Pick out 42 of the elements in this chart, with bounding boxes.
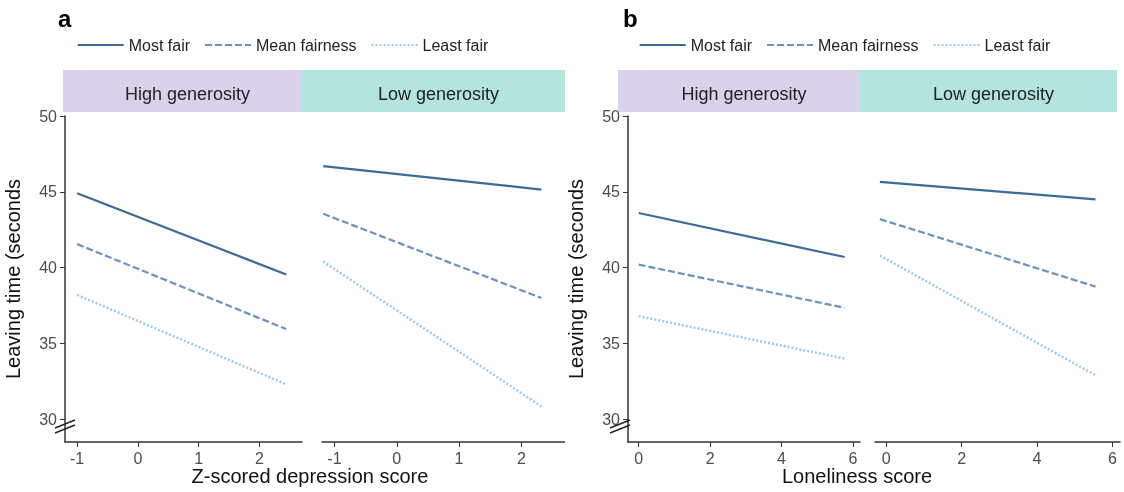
x-tick-label: 6 xyxy=(848,449,858,467)
x-tick-label: 0 xyxy=(634,449,644,467)
y-tick-label: 40 xyxy=(39,259,58,277)
x-tick-label: 6 xyxy=(1108,449,1118,467)
chart-title: High generosity xyxy=(124,84,251,104)
text: b xyxy=(623,4,638,32)
x-tick-label: 2 xyxy=(255,449,265,467)
x-tick-label: -1 xyxy=(327,449,342,467)
legend-label: Least fair xyxy=(422,36,489,54)
legend-label: Mean fairness xyxy=(256,36,357,54)
x-tick-label: 2 xyxy=(705,449,715,467)
x-tick-label: 4 xyxy=(777,449,787,467)
chart-title: Low generosity xyxy=(932,84,1055,104)
chart-title: High generosity xyxy=(681,84,807,104)
x-tick-label: 1 xyxy=(194,449,204,467)
x-tick-label: 4 xyxy=(1032,449,1042,467)
y-tick-label: 35 xyxy=(602,334,621,352)
x-tick-label: 2 xyxy=(516,449,526,467)
x-axis-title: Loneliness score xyxy=(781,465,933,487)
legend-label: Most fair xyxy=(690,36,753,54)
legend-label: Least fair xyxy=(984,36,1051,54)
x-tick-label: -1 xyxy=(70,449,85,467)
legend-label: Most fair xyxy=(128,36,191,54)
x-tick-label: 2 xyxy=(957,449,967,467)
y-axis-title: Leaving time (seconds xyxy=(565,178,587,380)
y-tick-label: 30 xyxy=(602,410,621,428)
y-tick-label: 50 xyxy=(602,107,621,125)
y-tick-label: 45 xyxy=(602,183,621,201)
text: a xyxy=(58,4,72,32)
y-tick-label: 30 xyxy=(39,410,58,428)
y-tick-label: 45 xyxy=(39,183,58,201)
y-tick-label: 50 xyxy=(39,107,58,125)
chart-title: Low generosity xyxy=(377,84,500,104)
y-tick-label: 35 xyxy=(39,334,58,352)
x-tick-label: 1 xyxy=(454,449,464,467)
y-tick-label: 40 xyxy=(602,259,621,277)
x-tick-label: 0 xyxy=(392,449,402,467)
x-tick-label: 0 xyxy=(881,449,891,467)
legend-label: Mean fairness xyxy=(818,36,919,54)
x-tick-label: 0 xyxy=(133,449,143,467)
x-axis-title: Z-scored depression score xyxy=(191,465,429,487)
y-axis-title: Leaving time (seconds xyxy=(2,178,24,380)
